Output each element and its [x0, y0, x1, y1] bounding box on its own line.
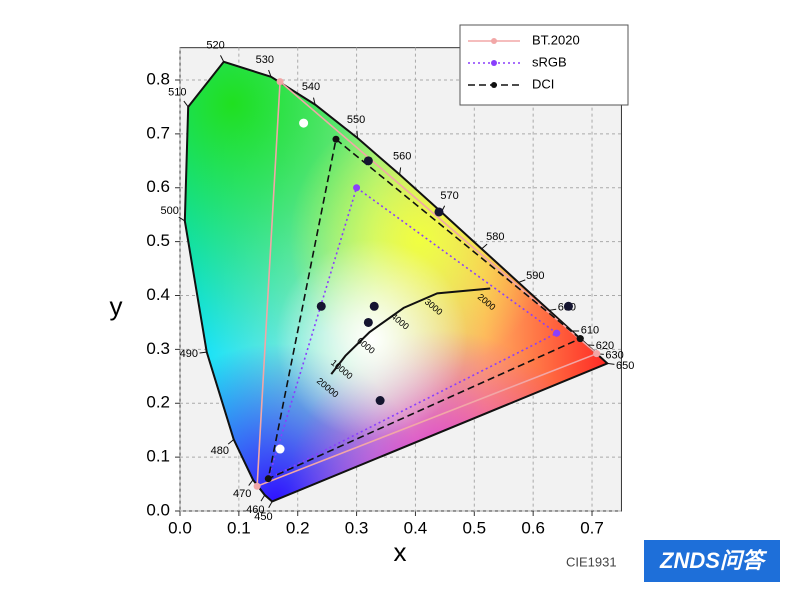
locus-tick	[268, 501, 273, 509]
wavelength-label: 470	[233, 488, 251, 500]
legend-marker	[491, 38, 497, 44]
legend-marker	[491, 82, 497, 88]
y-tick-label: 0.6	[146, 177, 170, 196]
legend-label: sRGB	[532, 54, 567, 69]
x-tick-label: 0.6	[521, 518, 545, 537]
wavelength-label: 620	[596, 340, 614, 352]
locus-tick	[518, 279, 526, 283]
gamut-vertex	[264, 475, 272, 483]
point	[299, 118, 309, 128]
legend-box	[459, 24, 629, 106]
locus-tick	[199, 351, 207, 354]
locus-tick	[178, 216, 186, 222]
wavelength-label: 540	[302, 81, 320, 93]
locus-tick	[312, 97, 316, 105]
x-axis-label: x	[394, 537, 407, 567]
locus-tick	[220, 55, 225, 63]
locus-tick	[356, 130, 359, 139]
wavelength-label: 490	[180, 348, 198, 360]
point	[363, 156, 373, 166]
gamut-line	[256, 79, 598, 488]
gamut-line	[267, 137, 581, 481]
y-tick-label: 0.4	[146, 285, 170, 304]
wavelength-label: 580	[486, 231, 504, 243]
legend-label: DCI	[532, 76, 554, 91]
wavelength-label: 590	[526, 270, 544, 282]
gamut-vertex	[253, 482, 261, 490]
x-tick-label: 0.4	[404, 518, 428, 537]
watermark-box	[644, 540, 780, 582]
watermark: ZNDS问答	[659, 548, 768, 573]
gamut-vertex	[276, 78, 284, 86]
x-tick-label: 0.1	[227, 518, 251, 537]
y-axis-label: y	[110, 291, 123, 321]
wavelength-label: 530	[256, 54, 274, 66]
gamut-vertex	[553, 329, 561, 337]
legend-marker	[491, 60, 497, 66]
wavelength-label: 510	[168, 86, 186, 98]
locus-tick	[607, 362, 615, 365]
caption: CIE1931	[566, 554, 617, 569]
gamut-vertex	[593, 350, 601, 358]
y-tick-label: 0.7	[146, 123, 170, 142]
point	[369, 301, 379, 311]
point	[316, 301, 326, 311]
wavelength-label: 570	[440, 190, 458, 202]
x-tick-label: 0.5	[462, 518, 486, 537]
x-tick-label: 0.0	[168, 518, 192, 537]
x-tick-label: 0.2	[286, 518, 310, 537]
wavelength-label: 650	[616, 360, 634, 372]
locus-tick	[227, 439, 235, 445]
wavelength-label: 480	[211, 445, 229, 457]
y-tick-label: 0.5	[146, 231, 170, 250]
point	[275, 444, 285, 454]
gamut-vertex	[353, 184, 361, 192]
locus-tick	[399, 167, 402, 175]
point	[434, 207, 444, 217]
locus-tick	[248, 479, 254, 486]
wavelength-label: 460	[246, 504, 264, 516]
y-tick-label: 0.3	[146, 339, 170, 358]
wavelength-label: 630	[605, 349, 623, 361]
y-tick-label: 0.1	[146, 447, 170, 466]
gamut-vertex	[576, 335, 584, 343]
planckian-locus	[330, 287, 491, 375]
x-tick-label: 0.3	[345, 518, 369, 537]
locus-tick	[481, 243, 488, 250]
y-tick-label: 0.0	[146, 500, 170, 519]
locus-tick	[548, 308, 557, 311]
wavelength-label: 610	[581, 325, 599, 337]
point	[363, 317, 373, 327]
gamut-vertex	[332, 135, 340, 143]
wavelength-label: 520	[206, 40, 224, 52]
legend-label: BT.2020	[532, 32, 580, 47]
wavelength-label: 560	[393, 151, 411, 163]
x-tick-label: 0.7	[580, 518, 604, 537]
locus-tick	[183, 100, 189, 108]
point	[563, 301, 573, 311]
point	[375, 396, 385, 406]
y-tick-label: 0.2	[146, 393, 170, 412]
wavelength-label: 450	[254, 511, 272, 523]
locus-tick	[268, 69, 272, 77]
locus-tick	[260, 494, 266, 502]
wavelength-label: 550	[347, 114, 365, 126]
wavelength-label: 500	[161, 205, 179, 217]
y-tick-label: 0.8	[146, 69, 170, 88]
